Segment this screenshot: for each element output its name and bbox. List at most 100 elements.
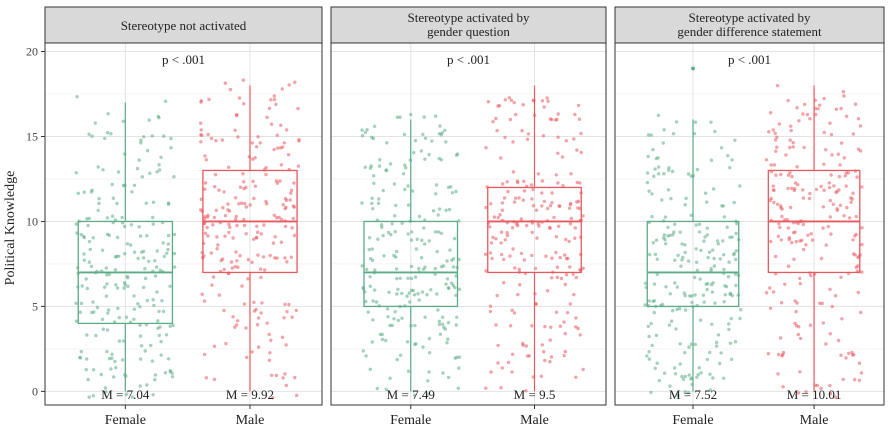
jitter-point	[680, 242, 684, 246]
panel-background	[45, 43, 322, 405]
jitter-point	[370, 247, 374, 251]
jitter-point	[839, 275, 843, 279]
jitter-point	[113, 359, 117, 364]
jitter-point	[536, 172, 541, 176]
jitter-point	[572, 292, 576, 297]
jitter-point	[238, 254, 242, 258]
jitter-point	[237, 96, 242, 100]
jitter-point	[242, 102, 246, 106]
jitter-point	[371, 207, 375, 211]
jitter-point	[565, 311, 570, 315]
jitter-point	[169, 146, 173, 150]
jitter-point	[172, 175, 176, 179]
y-tick-label: 5	[32, 299, 38, 313]
jitter-point	[259, 275, 263, 280]
jitter-point	[567, 206, 572, 210]
jitter-point	[530, 197, 534, 201]
jitter-point	[571, 272, 575, 276]
jitter-point	[168, 369, 173, 373]
jitter-point	[796, 221, 800, 226]
jitter-point	[543, 358, 547, 363]
jitter-point	[503, 135, 507, 140]
jitter-point	[400, 316, 404, 320]
jitter-point	[132, 307, 136, 311]
jitter-point	[222, 190, 226, 194]
x-tick-label: Male	[800, 413, 829, 428]
jitter-point	[791, 141, 795, 145]
jitter-point	[269, 98, 273, 102]
jitter-point	[675, 307, 679, 312]
jitter-point	[82, 252, 86, 256]
jitter-point	[531, 204, 536, 208]
jitter-point	[422, 242, 427, 246]
jitter-point	[516, 224, 520, 228]
jitter-point	[142, 135, 146, 139]
jitter-point	[378, 158, 382, 162]
x-tick-label: Female	[672, 413, 713, 428]
jitter-point	[371, 136, 375, 141]
jitter-point	[576, 326, 580, 331]
jitter-point	[450, 258, 454, 262]
jitter-point	[796, 332, 800, 337]
jitter-point	[849, 200, 853, 204]
jitter-point	[454, 293, 458, 297]
jitter-point	[130, 190, 134, 194]
jitter-point	[413, 275, 418, 279]
jitter-point	[122, 286, 126, 290]
jitter-point	[155, 265, 159, 269]
jitter-point	[859, 310, 863, 315]
jitter-point	[772, 163, 777, 167]
jitter-point	[270, 373, 274, 377]
jitter-point	[439, 158, 443, 162]
jitter-point	[494, 323, 498, 327]
jitter-point	[74, 301, 78, 305]
jitter-point	[364, 354, 368, 358]
jitter-point	[423, 136, 428, 140]
jitter-point	[172, 251, 177, 256]
jitter-point	[100, 248, 105, 252]
jitter-point	[512, 200, 517, 204]
jitter-point	[524, 344, 528, 348]
jitter-point	[368, 166, 373, 170]
jitter-point	[554, 235, 559, 239]
jitter-point	[103, 285, 107, 289]
jitter-point	[726, 154, 730, 158]
jitter-point	[116, 170, 121, 174]
jitter-point	[365, 128, 369, 132]
jitter-point	[256, 230, 260, 234]
jitter-point	[581, 367, 585, 372]
jitter-point	[774, 254, 778, 259]
p-value-annotation: p < .001	[447, 52, 490, 67]
jitter-point	[563, 282, 567, 287]
jitter-point	[488, 309, 493, 314]
jitter-point	[643, 303, 647, 307]
y-tick-label: 0	[32, 384, 38, 398]
jitter-point	[562, 353, 566, 358]
jitter-point	[786, 264, 791, 268]
jitter-point	[169, 136, 173, 141]
jitter-point	[779, 301, 784, 305]
jitter-point	[727, 260, 731, 264]
jitter-point	[166, 357, 171, 361]
jitter-point	[680, 258, 684, 262]
jitter-point	[385, 141, 389, 145]
jitter-point	[517, 267, 521, 272]
jitter-point	[291, 204, 296, 208]
jitter-point	[734, 249, 739, 253]
jitter-point	[662, 128, 666, 132]
jitter-point	[788, 145, 792, 150]
jitter-point	[804, 390, 808, 394]
jitter-point	[209, 136, 214, 141]
x-tick-label: Female	[390, 413, 431, 428]
jitter-point	[104, 294, 109, 298]
jitter-point	[555, 265, 560, 269]
jitter-point	[512, 311, 517, 315]
jitter-point	[91, 236, 96, 240]
jitter-point	[774, 173, 778, 177]
jitter-point	[421, 132, 425, 137]
jitter-point	[846, 351, 851, 356]
jitter-point	[283, 256, 287, 260]
y-tick-label: 15	[26, 129, 38, 143]
jitter-point	[721, 239, 725, 243]
jitter-point	[697, 230, 702, 234]
